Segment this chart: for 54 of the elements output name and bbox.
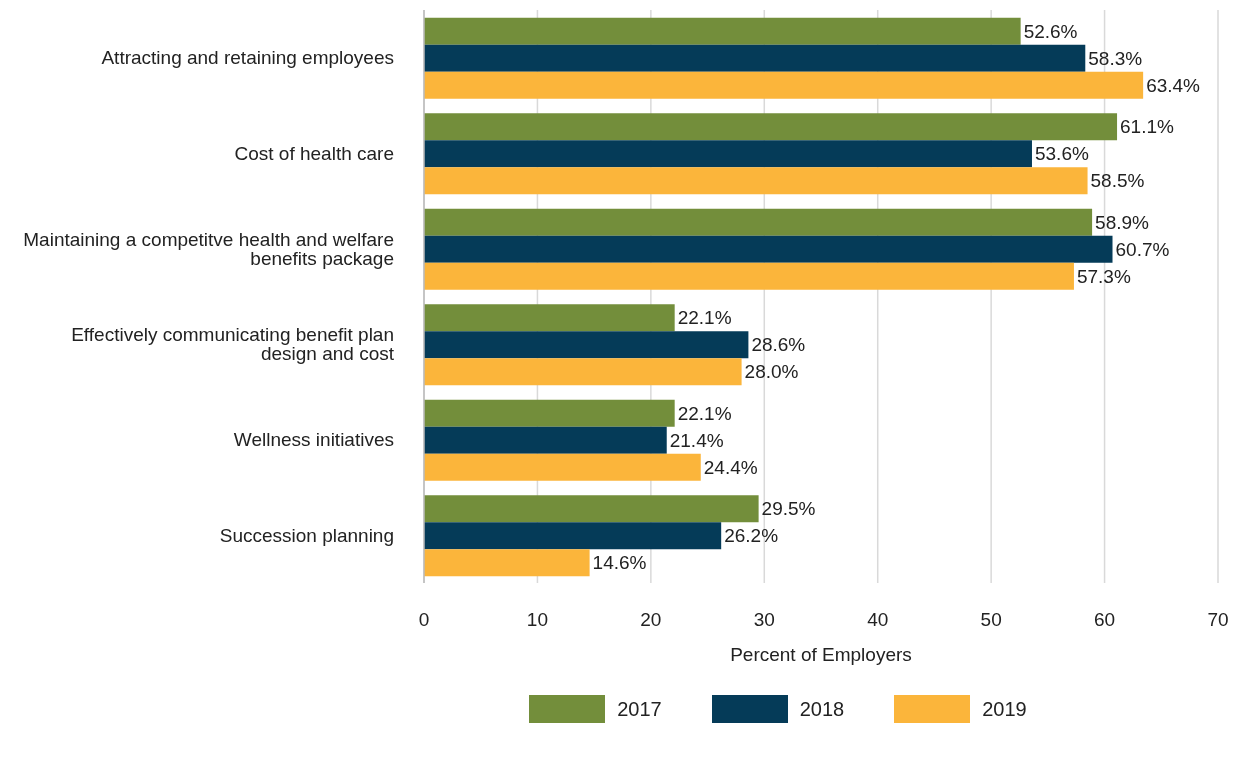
- x-axis-title: Percent of Employers: [730, 644, 912, 665]
- data-label: 61.1%: [1120, 116, 1175, 138]
- data-label: 29.5%: [761, 498, 816, 520]
- y-tick-label: Effectively communicating benefit plan design and cost: [71, 324, 395, 365]
- x-tick-label: 70: [1207, 609, 1229, 631]
- x-tick-label: 0: [418, 609, 430, 631]
- y-tick-label: Attracting and retaining employees: [101, 47, 394, 69]
- data-label: 26.2%: [724, 525, 779, 547]
- bar: [424, 399, 675, 427]
- x-tick-label: 50: [980, 609, 1002, 631]
- data-label: 58.9%: [1095, 211, 1150, 233]
- bar: [424, 304, 675, 332]
- legend-label: 2017: [617, 697, 662, 721]
- data-label: 28.0%: [744, 361, 799, 383]
- data-label: 58.5%: [1090, 170, 1145, 192]
- bar: [424, 426, 667, 454]
- bar: [424, 262, 1074, 290]
- y-tick-label: Wellness initiatives: [233, 429, 394, 451]
- y-tick-label: Succession planning: [219, 524, 394, 546]
- bar: [424, 495, 759, 523]
- x-tick-label: 30: [753, 609, 775, 631]
- data-label: 14.6%: [592, 552, 647, 574]
- bar: [424, 44, 1086, 72]
- y-tick-label: Maintaining a competitve health and welfare benefits package: [23, 228, 394, 269]
- x-tick-label: 40: [867, 609, 889, 631]
- bar: [424, 235, 1113, 263]
- x-tick-label: 10: [526, 609, 548, 631]
- data-label: 53.6%: [1034, 143, 1089, 165]
- data-label: 21.4%: [669, 429, 724, 451]
- bar: [424, 71, 1144, 99]
- data-label: 60.7%: [1115, 238, 1170, 260]
- y-tick-label: Cost of health care: [234, 142, 394, 164]
- data-label: 57.3%: [1076, 265, 1131, 287]
- data-label: 22.1%: [677, 402, 732, 424]
- bar: [424, 522, 722, 550]
- bar: [424, 453, 701, 481]
- data-label: 63.4%: [1146, 74, 1201, 96]
- bar: [424, 140, 1032, 168]
- data-label: 52.6%: [1023, 20, 1078, 42]
- bar: [424, 358, 742, 386]
- bar: [424, 17, 1021, 45]
- x-tick-label: 60: [1094, 609, 1116, 631]
- x-tick-label: 20: [640, 609, 662, 631]
- data-label: 22.1%: [677, 307, 732, 329]
- bar: [424, 167, 1088, 195]
- bar: [424, 208, 1093, 236]
- legend-label: 2018: [799, 697, 845, 721]
- bar: [424, 549, 590, 577]
- data-label: 28.6%: [751, 334, 806, 356]
- data-label: 24.4%: [703, 456, 758, 478]
- bar: [424, 331, 749, 359]
- bar: [424, 113, 1118, 141]
- legend-label: 2019: [982, 697, 1027, 721]
- data-label: 58.3%: [1088, 47, 1143, 69]
